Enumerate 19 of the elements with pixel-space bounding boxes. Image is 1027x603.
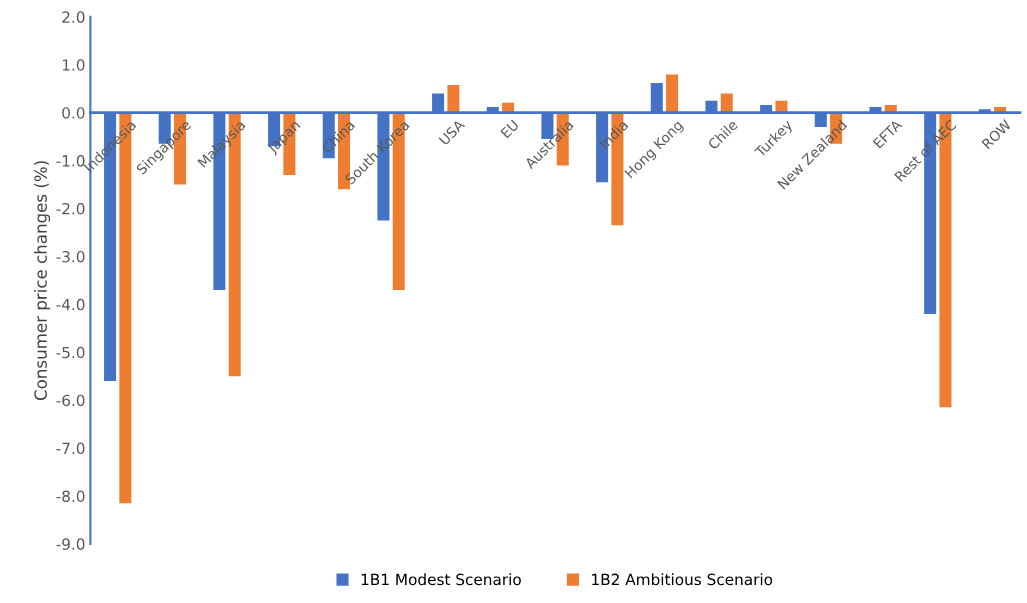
y-tick-label: -5.0 [56,346,85,359]
y-tick-label: -2.0 [56,202,85,215]
legend-label: 1B2 Ambitious Scenario [592,573,773,586]
bar [447,84,460,113]
y-tick-label: -7.0 [56,442,85,455]
y-tick-label: -4.0 [56,298,85,311]
y-tick-label: -8.0 [56,490,85,503]
y-tick-label: 1.0 [62,59,85,71]
bar [666,74,679,113]
x-tick-label: EU [500,119,520,139]
y-tick-label: 0.0 [62,107,85,119]
y-tick-label: -6.0 [56,394,85,407]
y-tick-label: 2.0 [62,11,85,23]
y-axis-title: Consumer price changes (%) [34,161,51,401]
y-tick-label: -3.0 [56,250,85,263]
y-tick-label: -9.0 [56,538,85,550]
legend-label: 1B1 Modest Scenario [361,573,521,586]
y-tick-label: -1.0 [56,155,85,167]
x-tick-label: USA [438,118,466,146]
